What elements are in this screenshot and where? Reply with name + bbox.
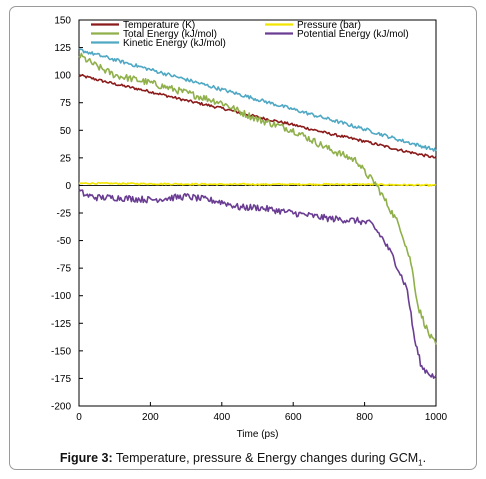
- y-tick-label: 0: [65, 181, 71, 192]
- chart-axes: 150 125 100 75 50 25 0 -25 -50 -75 -100 -125 -150 -17…: [51, 16, 448, 441]
- series-line-1: [78, 73, 437, 159]
- y-tick-label: -75: [57, 264, 72, 275]
- chart-series: [78, 47, 437, 379]
- y-tick-label: 100: [54, 71, 71, 82]
- legend-label: Kinetic Energy (kJ/mol): [123, 38, 226, 49]
- x-axis-label: Time (ps): [237, 429, 279, 440]
- x-tick-label: 0: [76, 412, 82, 423]
- chart: 150 125 100 75 50 25 0 -25 -50 -75 -100 -125 -150 -17…: [51, 16, 448, 441]
- caption-label: Figure 3:: [59, 451, 113, 465]
- caption-end: .: [422, 451, 427, 465]
- y-tick-label: -50: [57, 236, 72, 247]
- y-tick-label: -25: [57, 209, 72, 220]
- x-tick-label: 400: [213, 412, 230, 423]
- y-tick-label: -200: [51, 402, 71, 413]
- series-line-5: [78, 188, 437, 379]
- legend-label: Potential Energy (kJ/mol): [297, 29, 409, 40]
- y-tick-label: -100: [51, 291, 71, 302]
- y-tick-label: 150: [54, 16, 71, 27]
- y-tick-label: -150: [51, 346, 71, 357]
- x-tick-label: 1000: [425, 412, 448, 423]
- y-tick-label: 125: [54, 43, 71, 54]
- legend-label: Pressure (bar): [297, 20, 361, 31]
- series-line-4: [78, 47, 437, 152]
- figure-frame: [9, 6, 477, 470]
- caption-text: Temperature, pressure & Energy changes d…: [112, 451, 419, 465]
- caption-subscript: 1: [418, 458, 423, 468]
- figure-caption: Figure 3: Temperature, pressure & Energy…: [0, 451, 486, 468]
- legend-label: Total Energy (kJ/mol): [123, 29, 217, 40]
- x-tick-label: 600: [285, 412, 302, 423]
- legend-label: Temperature (K): [123, 20, 195, 31]
- y-tick-label: 25: [60, 153, 72, 164]
- y-tick-label: -175: [51, 374, 71, 385]
- x-tick-label: 200: [142, 412, 159, 423]
- series-line-3: [78, 52, 437, 345]
- y-tick-label: -125: [51, 319, 71, 330]
- x-tick-label: 800: [356, 412, 373, 423]
- chart-legend: Temperature (K) Pressure (bar) Total Energ…: [91, 20, 409, 49]
- y-tick-label: 75: [60, 98, 72, 109]
- y-tick-label: 50: [60, 126, 72, 137]
